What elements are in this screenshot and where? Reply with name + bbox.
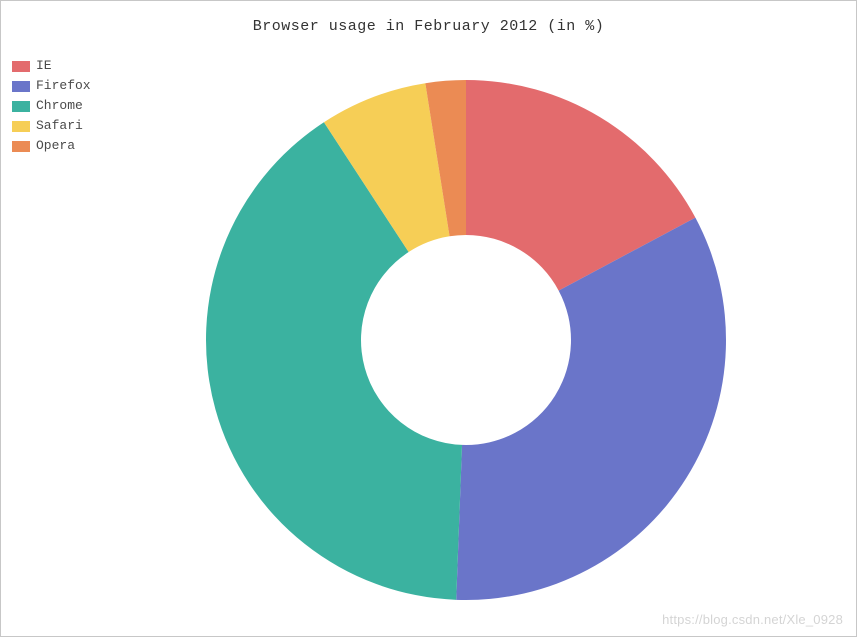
watermark-text: https://blog.csdn.net/Xle_0928 bbox=[662, 612, 843, 627]
slice-firefox[interactable] bbox=[456, 218, 726, 600]
donut-chart bbox=[0, 0, 857, 637]
